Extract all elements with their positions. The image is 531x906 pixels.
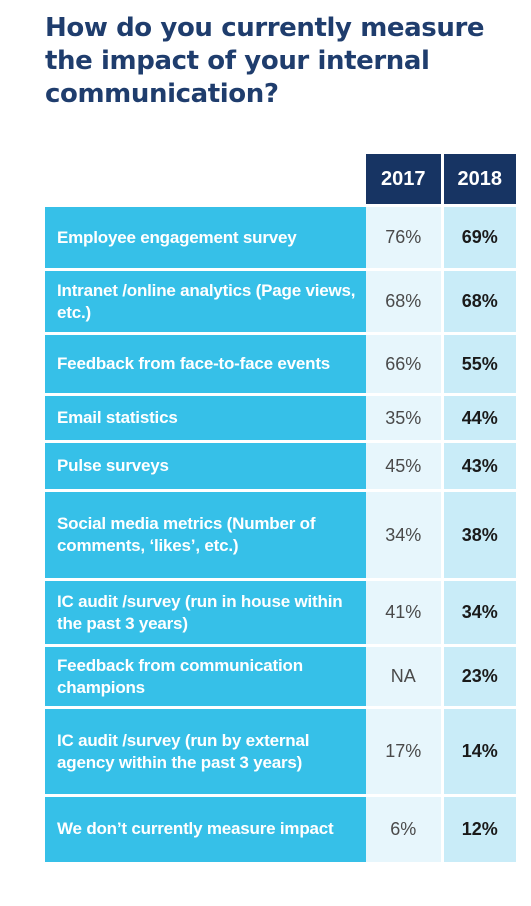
value-2017-cell: 66% <box>366 332 444 395</box>
value-2018-cell: 55% <box>442 332 516 395</box>
row-label: Feedback from face-to-face events <box>45 332 366 395</box>
column-header-2018: 2018 <box>442 154 516 206</box>
column-header-2017: 2017 <box>366 154 444 206</box>
results-table: 2017 2018 Employee engagement survey 76% 6… <box>45 154 516 862</box>
value-2017-cell: 34% <box>366 489 444 580</box>
value-2018-cell: 38% <box>442 489 516 580</box>
value-2018-cell: 34% <box>442 578 516 646</box>
value-2018-cell: 44% <box>442 393 516 442</box>
title-line: the impact of your internal <box>45 46 430 76</box>
row-label: We don’t currently measure impact <box>45 794 366 862</box>
value-2018-cell: 14% <box>442 706 516 796</box>
header-blank-cell <box>45 154 366 206</box>
row-label: Pulse surveys <box>45 440 366 491</box>
table-row: Employee engagement survey 76% 69% <box>45 204 516 270</box>
value-2018-cell: 23% <box>442 644 516 708</box>
value-2017-cell: NA <box>366 644 444 708</box>
table-row: Feedback from face-to-face events 66% 55% <box>45 332 516 395</box>
table-row: Email statistics 35% 44% <box>45 393 516 442</box>
table-row: We don’t currently measure impact 6% 12% <box>45 794 516 862</box>
value-2017-cell: 45% <box>366 440 444 491</box>
row-label: Social media metrics (Number of comments… <box>45 489 366 580</box>
title-line: communication? <box>45 79 279 109</box>
table-row: Pulse surveys 45% 43% <box>45 440 516 491</box>
row-label: Employee engagement survey <box>45 204 366 270</box>
value-2017-cell: 41% <box>366 578 444 646</box>
value-2017-cell: 6% <box>366 794 444 862</box>
value-2018-cell: 12% <box>442 794 516 862</box>
title-line: How do you currently measure <box>45 13 485 43</box>
value-2018-cell: 68% <box>442 268 516 334</box>
row-label: Intranet /online analytics (Page views, … <box>45 268 366 334</box>
table-row: IC audit /survey (run by external agency… <box>45 706 516 796</box>
value-2018-cell: 43% <box>442 440 516 491</box>
value-2017-cell: 76% <box>366 204 444 270</box>
row-label: IC audit /survey (run by external agency… <box>45 706 366 796</box>
chart-title: How do you currently measure the impact … <box>45 12 515 111</box>
value-2017-cell: 68% <box>366 268 444 334</box>
header-row: 2017 2018 <box>45 154 516 206</box>
table-row: Social media metrics (Number of comments… <box>45 489 516 580</box>
table-row: Intranet /online analytics (Page views, … <box>45 268 516 334</box>
value-2017-cell: 17% <box>366 706 444 796</box>
table-row: Feedback from communication champions NA 2… <box>45 644 516 708</box>
value-2018-cell: 69% <box>442 204 516 270</box>
row-label: Feedback from communication champions <box>45 644 366 708</box>
value-2017-cell: 35% <box>366 393 444 442</box>
table-row: IC audit /survey (run in house within th… <box>45 578 516 646</box>
row-label: Email statistics <box>45 393 366 442</box>
table-body: Employee engagement survey 76% 69% Intranet… <box>45 204 516 862</box>
results-table-wrapper: 2017 2018 Employee engagement survey 76% 6… <box>45 154 516 862</box>
row-label: IC audit /survey (run in house within th… <box>45 578 366 646</box>
